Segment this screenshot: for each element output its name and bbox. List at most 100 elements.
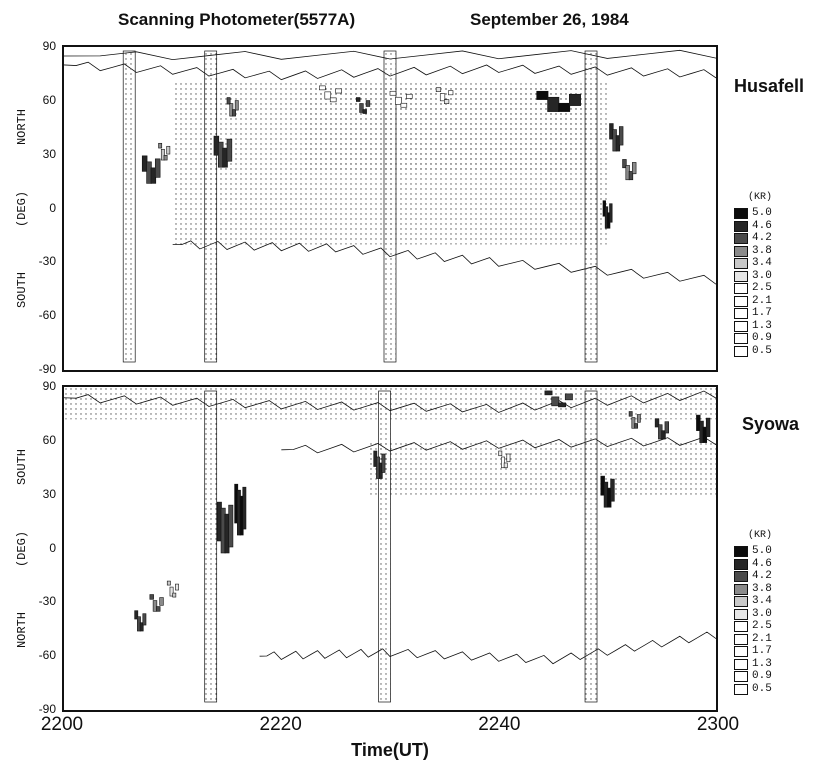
- syowa-keogram: [62, 385, 718, 712]
- aurora-streak: [204, 50, 218, 363]
- keogram-canvas: [64, 387, 716, 703]
- legend-swatch: [734, 608, 748, 620]
- aurora-intensity-cell: [503, 462, 508, 469]
- y-axis-word: NORTH: [15, 108, 29, 145]
- legend-swatch: [734, 658, 748, 670]
- legend-swatch: [734, 546, 748, 557]
- legend-level-label: 1.7: [752, 645, 772, 657]
- legend-swatch: [734, 258, 748, 269]
- legend-level-label: 4.2: [752, 232, 772, 244]
- aurora-streak: [383, 50, 397, 363]
- legend-level-label: 3.8: [752, 582, 772, 595]
- y-tick-label: -60: [38, 308, 56, 323]
- legend-level-label: 2.1: [752, 632, 772, 645]
- legend-swatch: [734, 333, 748, 344]
- y-tick-label: 60: [42, 432, 56, 447]
- legend-level-label: 5.0: [752, 545, 772, 557]
- aurora-intensity-cell: [395, 96, 402, 105]
- legend-level-label: 0.5: [752, 682, 772, 695]
- aurora-intensity-cell: [324, 91, 332, 100]
- aurora-intensity-cell: [654, 418, 660, 428]
- intensity-contour: [281, 436, 716, 454]
- aurora-intensity-cell: [389, 90, 397, 96]
- legend-swatch: [734, 245, 748, 257]
- aurora-streak: [584, 50, 598, 363]
- legend-unit: (KR): [748, 530, 773, 541]
- legend-level-label: 0.9: [752, 332, 772, 344]
- aurora-intensity-cell: [536, 90, 549, 100]
- aurora-intensity-cell: [228, 504, 234, 548]
- legend-level-label: 3.4: [752, 595, 772, 607]
- legend-swatch: [734, 633, 748, 645]
- legend-level-label: 1.7: [752, 307, 772, 319]
- legend-swatch: [734, 583, 748, 595]
- legend-level-label: 2.5: [752, 282, 772, 294]
- legend-level-label: 3.0: [752, 607, 772, 620]
- keogram-canvas: [64, 49, 716, 363]
- x-tick-label: 2240: [478, 714, 521, 735]
- legend-swatch: [734, 671, 748, 682]
- y-tick-label: 30: [42, 146, 56, 161]
- legend-level-label: 3.0: [752, 269, 772, 282]
- aurora-intensity-cell: [632, 162, 637, 175]
- aurora-intensity-cell: [631, 417, 636, 429]
- legend-swatch: [734, 621, 748, 632]
- legend-swatch: [734, 320, 748, 332]
- aurora-intensity-cell: [158, 142, 163, 149]
- legend-level-label: 4.2: [752, 570, 772, 582]
- aurora-intensity-cell: [547, 96, 560, 112]
- x-tick-label: 2220: [259, 714, 302, 735]
- aurora-intensity-cell: [610, 478, 615, 502]
- y-axis-word: NORTH: [15, 612, 29, 649]
- aurora-intensity-cell: [400, 102, 408, 108]
- legend-swatch: [734, 345, 748, 357]
- husafell-keogram: [62, 45, 718, 372]
- legend-unit: (KR): [748, 192, 773, 203]
- legend-level-label: 0.5: [752, 344, 772, 357]
- aurora-intensity-cell: [172, 592, 177, 598]
- aurora-intensity-cell: [506, 453, 511, 463]
- chart-title-date: September 26, 1984: [470, 10, 629, 29]
- aurora-intensity-cell: [448, 90, 454, 96]
- intensity-contour: [172, 240, 716, 285]
- aurora-intensity-cell: [498, 450, 503, 457]
- station-label-syowa: Syowa: [742, 414, 800, 434]
- aurora-intensity-cell: [169, 586, 174, 597]
- legend-level-label: 3.4: [752, 257, 772, 269]
- aurora-intensity-cell: [634, 423, 639, 429]
- aurora-intensity-cell: [159, 597, 164, 606]
- aurora-intensity-cell: [664, 421, 669, 434]
- aurora-intensity-cell: [242, 486, 247, 530]
- aurora-intensity-cell: [501, 456, 505, 469]
- aurora-intensity-cell: [319, 85, 326, 91]
- aurora-streak: [204, 390, 218, 703]
- legend-level-label: 2.1: [752, 294, 772, 307]
- diffuse-emission-region: [368, 440, 716, 495]
- intensity-contour: [259, 631, 716, 665]
- y-tick-label: 0: [49, 200, 56, 215]
- aurora-intensity-cell: [609, 203, 613, 223]
- legend-level-label: 1.3: [752, 319, 772, 332]
- legend-level-label: 4.6: [752, 219, 772, 232]
- legend-swatch: [734, 571, 748, 582]
- aurora-intensity-cell: [628, 171, 634, 181]
- legend-level-label: 1.3: [752, 657, 772, 670]
- legend-level-label: 2.5: [752, 620, 772, 632]
- aurora-intensity-cell: [381, 453, 386, 473]
- y-axis-word: (DEG): [15, 530, 29, 567]
- legend-swatch: [734, 683, 748, 695]
- aurora-intensity-cell: [142, 613, 147, 626]
- aurora-intensity-cell: [226, 97, 231, 105]
- y-axis-word: SOUTH: [15, 448, 29, 485]
- legend-swatch: [734, 283, 748, 294]
- legend-level-label: 0.9: [752, 670, 772, 682]
- aurora-intensity-cell: [175, 583, 179, 591]
- aurora-intensity-cell: [558, 402, 567, 408]
- aurora-intensity-cell: [362, 109, 367, 114]
- aurora-intensity-cell: [329, 97, 337, 103]
- legend-level-label: 3.8: [752, 244, 772, 257]
- y-tick-label: -30: [38, 254, 56, 269]
- y-tick-label: -90: [38, 702, 56, 716]
- aurora-intensity-cell: [435, 87, 442, 92]
- legend-swatch: [734, 270, 748, 282]
